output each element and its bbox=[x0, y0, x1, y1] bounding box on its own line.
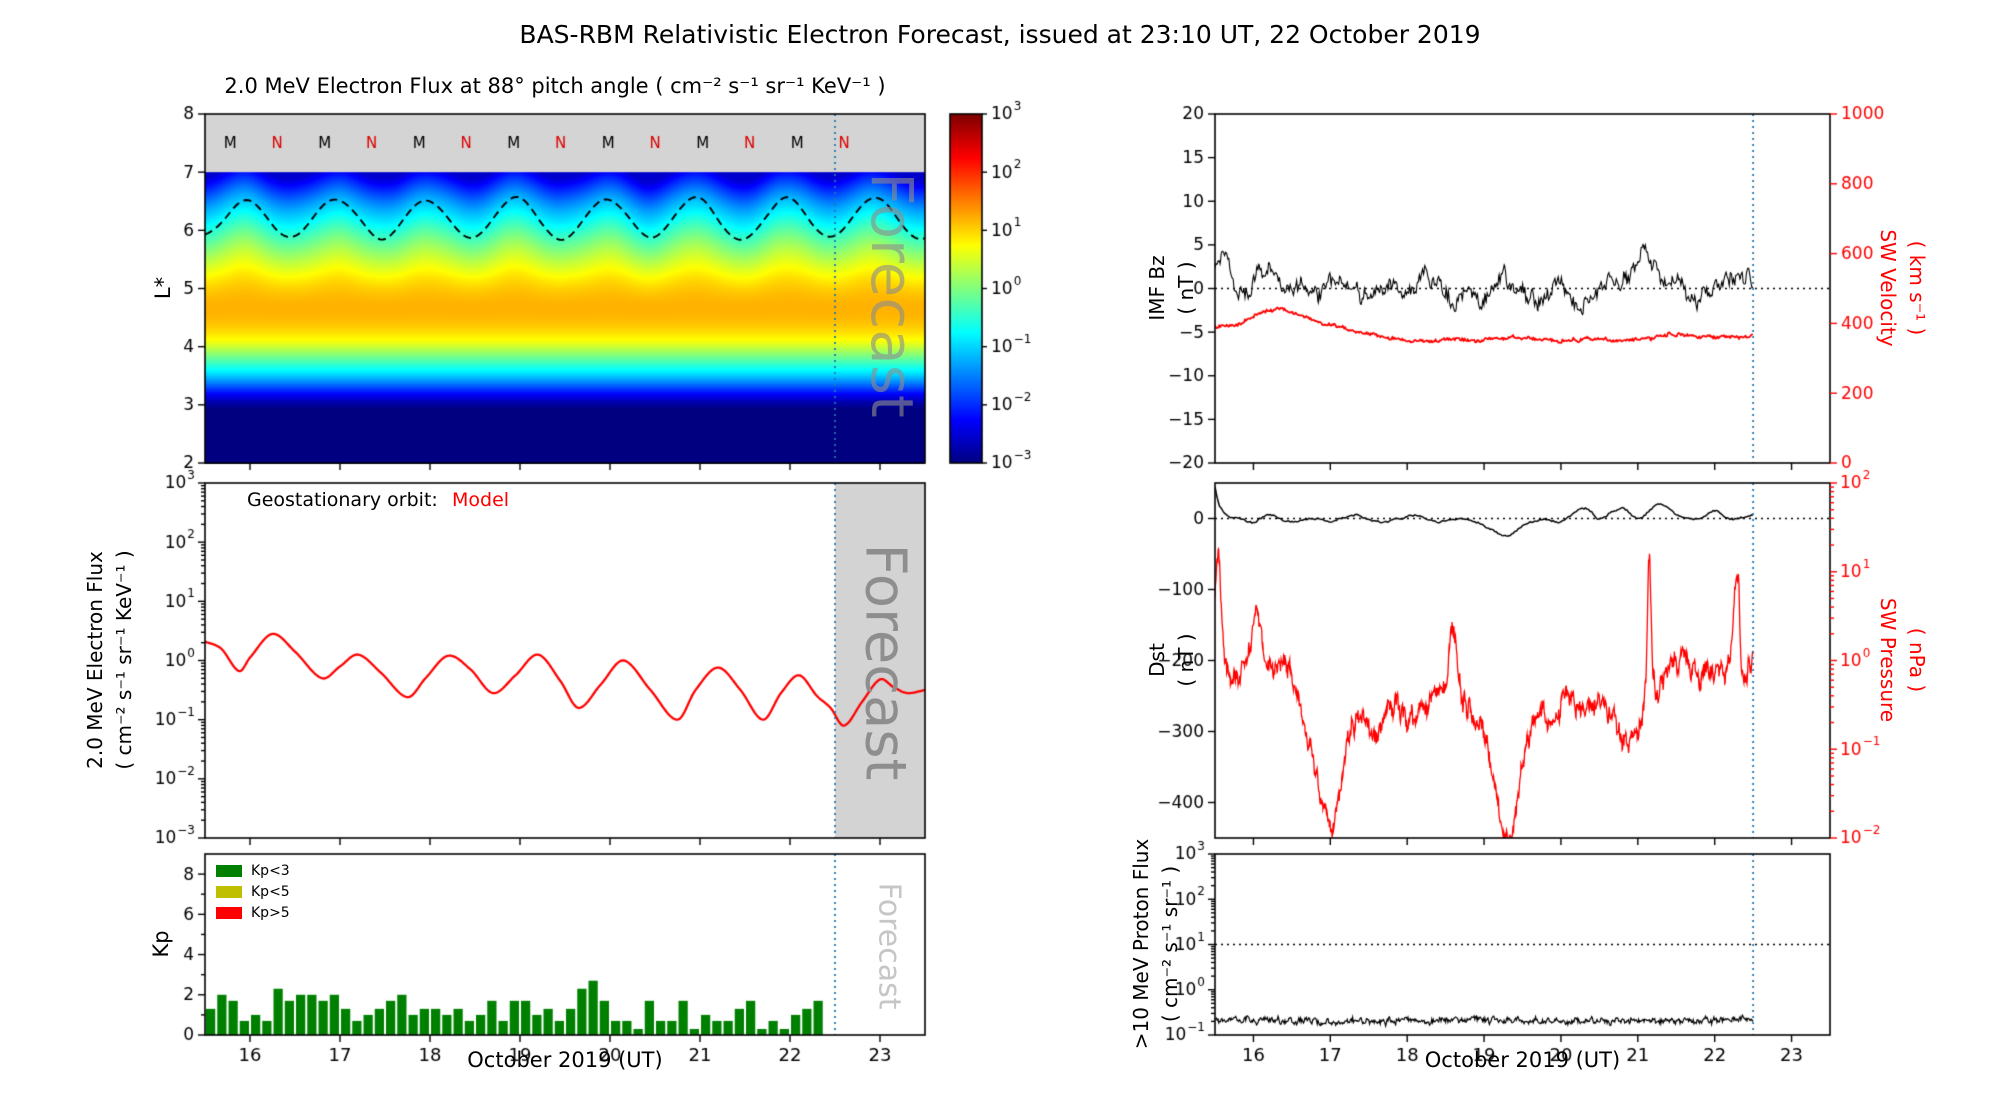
kp-legend-row-high: Kp>5 bbox=[216, 905, 290, 921]
geo-legend-prefix: Geostationary orbit: bbox=[247, 489, 438, 511]
dst-axis-label-name: Dst bbox=[1145, 643, 1169, 677]
dst-pressure-canvas bbox=[1145, 463, 1915, 883]
dst-axis-label-units: ( nT ) bbox=[1174, 633, 1198, 687]
forecast-watermark-kp: Forecast bbox=[871, 882, 907, 1010]
proton-flux-axis-label-name: >10 MeV Proton Flux bbox=[1129, 838, 1153, 1050]
flux-colorbar-canvas bbox=[935, 94, 1085, 514]
proton-flux-axis-label-units: ( cm⁻² s⁻¹ sr⁻¹ ) bbox=[1158, 865, 1182, 1023]
sw-pressure-axis-label: ( nPa ) SW Pressure bbox=[1873, 598, 1931, 722]
imf-solar-wind-canvas bbox=[1145, 94, 1915, 514]
kp-index-canvas bbox=[135, 834, 995, 1089]
sw-velocity-axis-label-units: ( km s⁻¹ ) bbox=[1905, 240, 1929, 336]
dst-axis-label: Dst ( nT ) bbox=[1143, 633, 1201, 686]
kp-mid-label: Kp<5 bbox=[251, 884, 290, 900]
sw-velocity-axis-label-name: SW Velocity bbox=[1876, 229, 1900, 347]
kp-low-swatch bbox=[216, 865, 242, 877]
kp-high-swatch bbox=[216, 907, 242, 919]
kp-legend: Kp<3 Kp<5 Kp>5 bbox=[216, 863, 290, 921]
sw-pressure-axis-label-units: ( nPa ) bbox=[1905, 627, 1929, 693]
imf-bz-axis-label: IMF Bz ( nT ) bbox=[1143, 255, 1201, 320]
geo-flux-axis-label-name: 2.0 MeV Electron Flux bbox=[83, 551, 107, 769]
sw-velocity-axis-label: ( km s⁻¹ ) SW Velocity bbox=[1873, 229, 1931, 346]
kp-legend-row-low: Kp<3 bbox=[216, 863, 290, 879]
imf-bz-axis-label-name: IMF Bz bbox=[1145, 255, 1169, 321]
proton-flux-canvas bbox=[1145, 834, 1915, 1089]
kp-axis-label: Kp bbox=[148, 930, 173, 958]
kp-legend-row-mid: Kp<5 bbox=[216, 884, 290, 900]
kp-mid-swatch bbox=[216, 886, 242, 898]
geo-electron-flux-canvas bbox=[135, 463, 995, 883]
proton-flux-axis-label: >10 MeV Proton Flux ( cm⁻² s⁻¹ sr⁻¹ ) bbox=[1127, 839, 1185, 1050]
lstar-axis-label: L* bbox=[150, 276, 175, 300]
geo-flux-axis-label-units: ( cm⁻² s⁻¹ sr⁻¹ KeV⁻¹ ) bbox=[112, 550, 136, 770]
page-title: BAS-RBM Relativistic Electron Forecast, … bbox=[519, 20, 1481, 49]
kp-low-label: Kp<3 bbox=[251, 863, 290, 879]
x-axis-label-left: October 2019 (UT) bbox=[467, 1048, 663, 1072]
forecast-watermark-geo: Forecast bbox=[852, 543, 918, 781]
heatmap-title: 2.0 MeV Electron Flux at 88° pitch angle… bbox=[224, 74, 886, 98]
geo-flux-axis-label: 2.0 MeV Electron Flux ( cm⁻² s⁻¹ sr⁻¹ Ke… bbox=[81, 550, 139, 769]
imf-bz-axis-label-units: ( nT ) bbox=[1174, 261, 1198, 315]
forecast-watermark-heatmap: Forecast bbox=[858, 172, 926, 418]
kp-high-label: Kp>5 bbox=[251, 905, 290, 921]
sw-pressure-axis-label-name: SW Pressure bbox=[1876, 597, 1900, 723]
x-axis-label-right: October 2019 (UT) bbox=[1424, 1048, 1621, 1072]
geo-legend-model: Model bbox=[452, 489, 510, 511]
lstar-flux-heatmap-canvas bbox=[135, 94, 995, 514]
